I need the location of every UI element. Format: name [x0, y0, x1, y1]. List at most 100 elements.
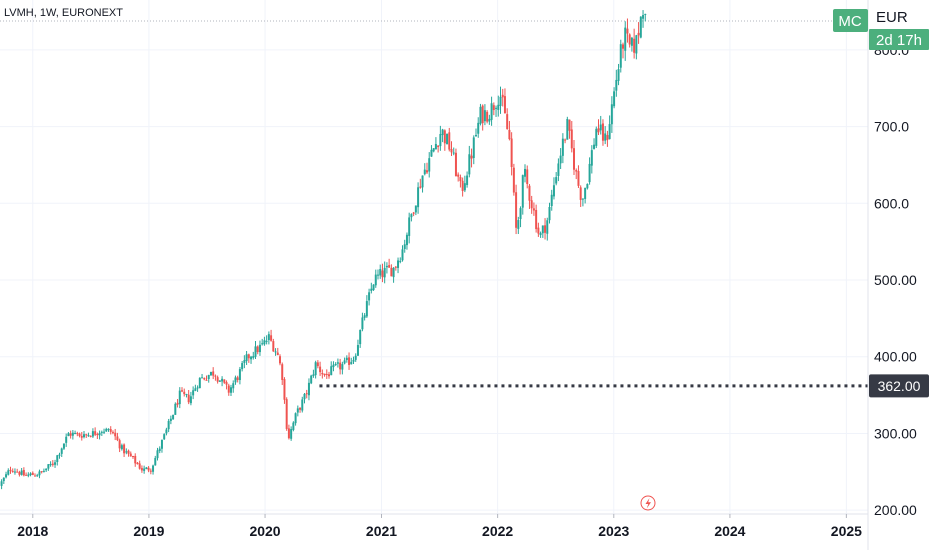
- candle-body: [303, 394, 306, 400]
- candle-body: [183, 391, 186, 395]
- candle-body: [341, 364, 344, 370]
- candle-body: [263, 340, 266, 345]
- candle-body: [140, 468, 143, 471]
- price-tick-label: 600.0: [874, 195, 909, 211]
- candle-body: [38, 471, 41, 476]
- candle-body: [109, 429, 112, 432]
- candle-body: [537, 227, 540, 234]
- candle-body: [530, 200, 533, 209]
- candle-body: [196, 387, 199, 389]
- candle-body: [423, 169, 426, 175]
- candle-body: [9, 469, 12, 471]
- candle-body: [234, 377, 237, 383]
- candle-body: [475, 135, 477, 137]
- candle-body: [593, 144, 596, 149]
- time-axis[interactable]: 2018 2019 2020 2021 2022 2023 2024 2025: [17, 514, 862, 539]
- candle-body: [412, 212, 415, 214]
- candle-body: [185, 393, 188, 395]
- candle-body: [287, 428, 290, 439]
- candle-body: [207, 375, 210, 380]
- candle-body: [198, 377, 201, 389]
- candle-body: [573, 148, 575, 170]
- candle-body: [539, 233, 542, 236]
- candle-body: [561, 138, 564, 156]
- candle-body: [58, 454, 61, 456]
- candle-body: [408, 217, 411, 236]
- candle-body: [225, 382, 228, 385]
- candle-body: [294, 413, 297, 424]
- countdown-text: 2d 17h: [876, 32, 922, 49]
- candle-body: [368, 292, 371, 301]
- candle-body: [192, 390, 195, 396]
- candle-body: [65, 436, 68, 443]
- candle-body: [535, 209, 538, 230]
- candle-body: [377, 274, 379, 276]
- candle-body: [89, 435, 92, 437]
- candle-body: [508, 129, 511, 140]
- candle-body: [557, 163, 560, 176]
- candle-body: [267, 334, 270, 341]
- candle-body: [203, 377, 206, 380]
- candle-body: [601, 123, 604, 141]
- candle-body: [586, 183, 589, 189]
- candle-body: [132, 455, 134, 457]
- candle-body: [31, 472, 34, 476]
- candle-body: [165, 429, 168, 434]
- candle-body: [176, 402, 179, 405]
- candle-body: [524, 168, 526, 177]
- candle-body: [274, 351, 277, 353]
- level-price-label[interactable]: [869, 374, 929, 398]
- candle-body: [448, 132, 451, 150]
- candle-body: [503, 96, 506, 114]
- candle-body: [5, 474, 8, 478]
- candle-body: [265, 340, 268, 342]
- candle-body: [354, 355, 357, 360]
- candle-body: [633, 38, 636, 53]
- candle-body: [316, 362, 319, 367]
- candle-body: [421, 175, 424, 188]
- candle-body: [526, 169, 529, 185]
- candle-body: [579, 187, 582, 200]
- candle-body: [615, 79, 618, 91]
- candle-body: [410, 214, 413, 218]
- candle-body: [181, 390, 183, 392]
- candle-body: [626, 28, 629, 34]
- candle-body: [492, 105, 495, 111]
- candle-body: [628, 34, 631, 45]
- candle-body: [279, 356, 281, 364]
- candle-body: [352, 359, 355, 362]
- candle-body: [644, 13, 647, 15]
- time-tick-label: 2023: [598, 523, 629, 539]
- candle-body: [350, 361, 353, 365]
- lightning-icon[interactable]: [640, 495, 656, 511]
- candle-body: [417, 187, 420, 208]
- candle-body: [501, 94, 504, 98]
- candle-body: [149, 470, 152, 472]
- candle-body: [517, 220, 520, 229]
- candle-body: [247, 354, 250, 359]
- candle-body: [100, 431, 103, 433]
- candle-body: [118, 440, 121, 449]
- candle-body: [470, 155, 473, 159]
- candle-body: [147, 467, 150, 471]
- candle-body: [521, 175, 524, 208]
- symbol-tag-ticker[interactable]: [833, 9, 868, 32]
- candle-body: [479, 106, 482, 124]
- candle-body: [120, 445, 123, 450]
- candle-body: [390, 267, 393, 277]
- candle-body: [74, 432, 77, 434]
- candle-body: [454, 152, 457, 177]
- candle-body: [292, 422, 295, 430]
- candle-body: [227, 385, 230, 393]
- candle-body: [570, 129, 573, 149]
- candle-body: [223, 379, 226, 383]
- time-tick-label: 2021: [366, 523, 397, 539]
- candle-body: [94, 431, 97, 435]
- candle-body: [272, 341, 275, 352]
- time-tick-label: 2022: [482, 523, 513, 539]
- candle-body: [163, 434, 166, 440]
- candle-body: [221, 378, 224, 382]
- candle-body: [388, 265, 391, 268]
